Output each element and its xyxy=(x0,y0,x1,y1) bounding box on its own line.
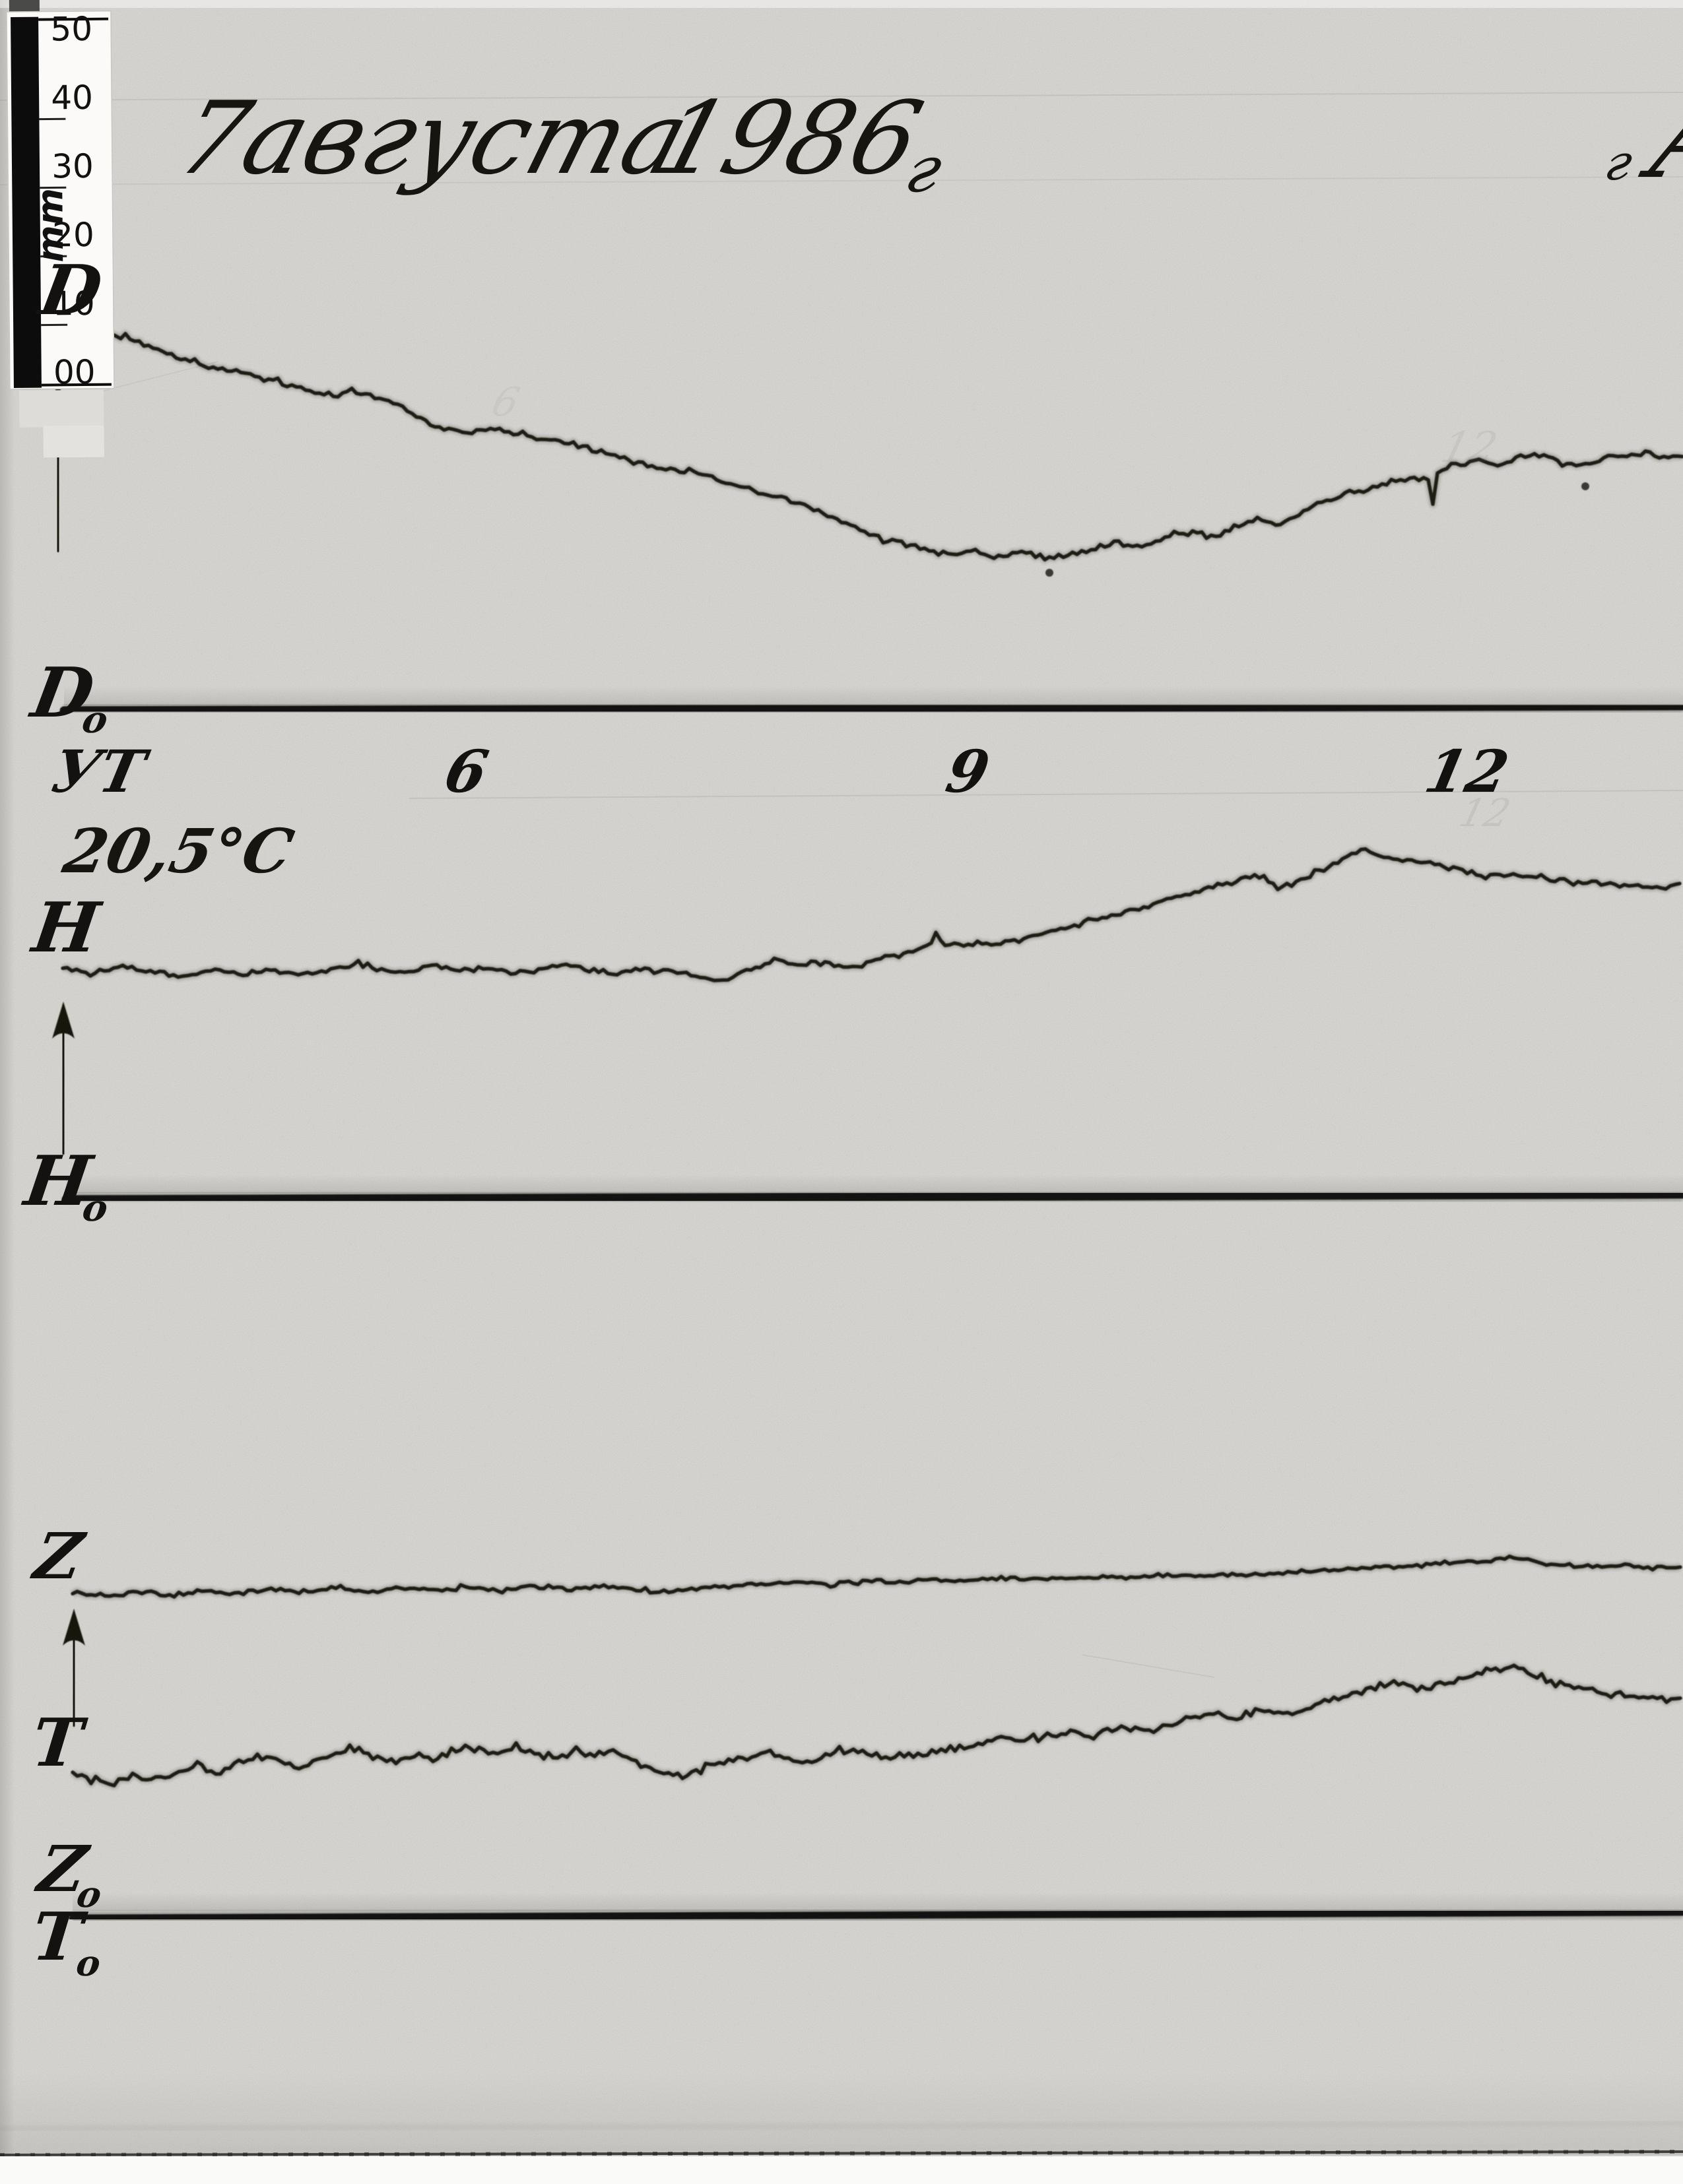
ink-arrow-head xyxy=(52,1002,75,1039)
ruler-ticks xyxy=(39,117,68,327)
ink-arrow-head xyxy=(63,1609,85,1646)
ruler-number-00: 00 xyxy=(53,353,96,392)
trace-z xyxy=(71,1555,1682,1599)
left-edge-shadow xyxy=(0,0,15,2184)
ink-dot xyxy=(1581,482,1589,490)
channel-label-h0: Ho xyxy=(17,1140,117,1229)
trace-d xyxy=(54,316,1683,562)
ruler-black-bar xyxy=(11,16,42,388)
channel-label-t0: To xyxy=(28,1898,107,1984)
paper-bottom-edge xyxy=(0,2150,1683,2156)
title-date: 7августа xyxy=(166,80,702,197)
baseline-h0 xyxy=(61,1190,1683,1204)
paper-crease xyxy=(0,2121,1683,2131)
ink-arrow-shaft xyxy=(70,1630,78,1727)
ruler-number-30: 30 xyxy=(51,147,94,186)
trace-layer xyxy=(0,92,1683,2151)
channel-label-h0-sub: o xyxy=(80,1186,111,1230)
ghost-mark-12: 12 xyxy=(1436,424,1502,472)
ghost-group: 12 xyxy=(1436,424,1502,472)
paper-crease xyxy=(1082,1654,1215,1678)
baseline-z0t0 xyxy=(69,1908,1683,1922)
ruler-number-40: 40 xyxy=(51,79,93,117)
ruler-top-mark xyxy=(38,17,109,21)
paper-crease xyxy=(197,2144,1519,2151)
time-label-group: 12 xyxy=(1419,737,1515,806)
trace-h xyxy=(61,847,1682,982)
scanner-bed-strip xyxy=(0,2156,1683,2184)
paper-crease xyxy=(0,176,1683,185)
ruler-number-50: 50 xyxy=(50,10,92,49)
time-axis-label: УТ xyxy=(46,737,155,806)
ghost-group: 12 xyxy=(1455,790,1515,835)
channel-label-h0-main: H xyxy=(18,1140,99,1221)
ruler-number-10: 10 xyxy=(53,284,95,323)
top-edge-highlight xyxy=(0,0,1683,8)
ruler-numbers: 50 40 30 20 10 00 xyxy=(50,10,96,392)
bottom-curl-shadow xyxy=(0,2072,1683,2155)
mm-ruler: 50 40 30 20 10 00 mm xyxy=(6,0,115,458)
ruler-top-tab xyxy=(9,0,40,15)
time-label-12: 12 xyxy=(1419,737,1515,806)
ink-dot xyxy=(1045,569,1053,577)
baseline-d0 xyxy=(59,701,1683,715)
ruler-bottom-tab-2 xyxy=(43,425,104,458)
ruler-number-20: 20 xyxy=(52,216,94,255)
ruler-bottom-tab xyxy=(18,389,104,428)
paper-crease xyxy=(0,92,1683,101)
channel-label-h: H xyxy=(26,887,107,967)
ink-arrow-shaft xyxy=(59,1023,67,1155)
title-year: 1986г xyxy=(642,80,966,207)
channel-label-t0-sub: o xyxy=(75,1942,103,1984)
ruler-unit-label: mm xyxy=(29,188,71,263)
paper-crease xyxy=(409,790,1683,799)
temperature-note: 20,5°C xyxy=(57,816,299,887)
trace-t xyxy=(71,1663,1682,1787)
title-year-number: 1986 xyxy=(645,80,935,197)
ghost-mark-12: 12 xyxy=(1455,790,1515,835)
